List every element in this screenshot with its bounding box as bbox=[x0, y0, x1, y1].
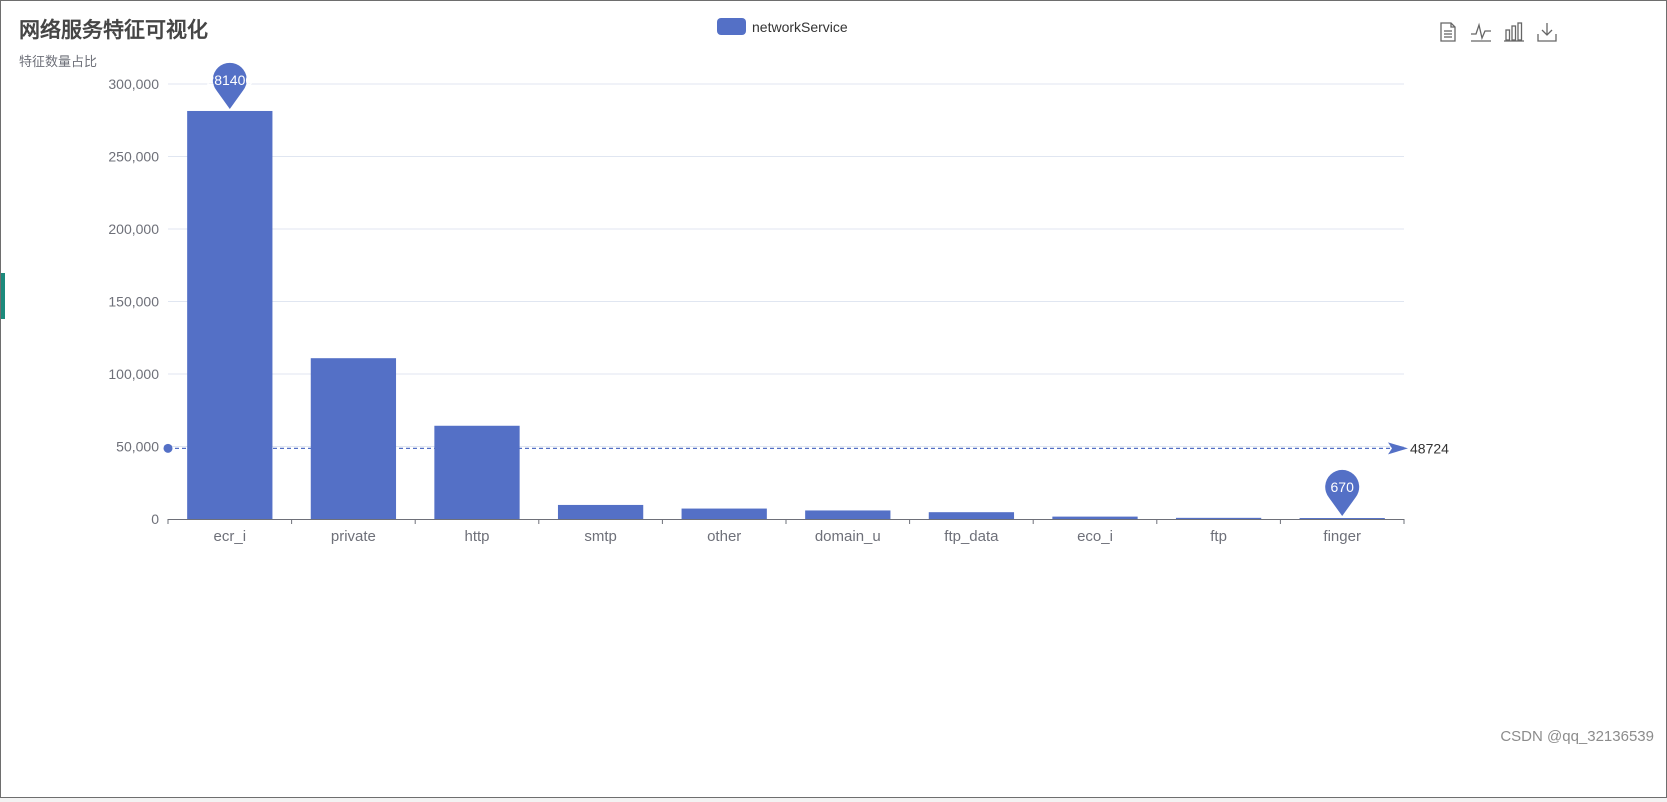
bar bbox=[681, 508, 767, 519]
chart-title: 网络服务特征可视化 bbox=[19, 19, 208, 42]
x-tick-label: ftp_data bbox=[944, 528, 999, 545]
bar bbox=[310, 358, 397, 519]
line-chart-icon[interactable] bbox=[1470, 21, 1492, 43]
mark-line-label: 48724 bbox=[1410, 440, 1449, 456]
legend-label: networkService bbox=[752, 18, 848, 35]
window-edge-accent bbox=[1, 273, 5, 319]
mark-point-label: 670 bbox=[1331, 479, 1355, 495]
chart-subtitle: 特征数量占比 bbox=[19, 54, 98, 69]
x-tick-label: domain_u bbox=[815, 528, 881, 545]
bar bbox=[928, 512, 1015, 519]
bar bbox=[187, 110, 273, 519]
legend-swatch bbox=[717, 18, 746, 35]
x-tick-label: private bbox=[331, 528, 376, 545]
y-tick-label: 200,000 bbox=[108, 221, 159, 237]
x-tick-label: eco_i bbox=[1077, 528, 1113, 545]
x-tick-label: ftp bbox=[1210, 528, 1227, 545]
mark-point-pin bbox=[1325, 469, 1360, 517]
x-tick-label: finger bbox=[1323, 528, 1361, 545]
x-tick-label: smtp bbox=[584, 528, 617, 545]
y-tick-label: 0 bbox=[151, 511, 159, 527]
bar bbox=[557, 504, 644, 519]
bar bbox=[1175, 517, 1262, 519]
data-view-icon[interactable] bbox=[1437, 21, 1459, 43]
bar bbox=[434, 425, 520, 519]
y-tick-label: 250,000 bbox=[108, 149, 159, 165]
y-tick-label: 50,000 bbox=[116, 439, 159, 455]
mark-line-arrow bbox=[1388, 442, 1408, 455]
legend-item-networkservice[interactable]: networkService bbox=[717, 18, 848, 35]
y-tick-label: 100,000 bbox=[108, 366, 159, 382]
bar bbox=[1299, 518, 1385, 519]
bar-chart-icon[interactable] bbox=[1503, 21, 1525, 43]
x-tick-label: ecr_i bbox=[214, 528, 247, 545]
bar bbox=[1052, 516, 1138, 519]
y-tick-label: 150,000 bbox=[108, 294, 159, 310]
mark-point-pin bbox=[212, 62, 247, 109]
x-tick-label: http bbox=[464, 528, 489, 545]
mark-line-start-dot bbox=[163, 443, 173, 453]
download-icon[interactable] bbox=[1536, 21, 1558, 43]
bar bbox=[805, 510, 891, 519]
y-tick-label: 300,000 bbox=[108, 76, 159, 92]
bar-chart: 0 50,000 100,000 150,000 200,000 250,000 300,0… bbox=[108, 62, 1449, 545]
x-tick-label: other bbox=[707, 528, 741, 545]
mark-point-label: 281400 bbox=[206, 72, 253, 88]
watermark: CSDN @qq_32136539 bbox=[1500, 728, 1654, 745]
chart-toolbox bbox=[1437, 21, 1558, 43]
